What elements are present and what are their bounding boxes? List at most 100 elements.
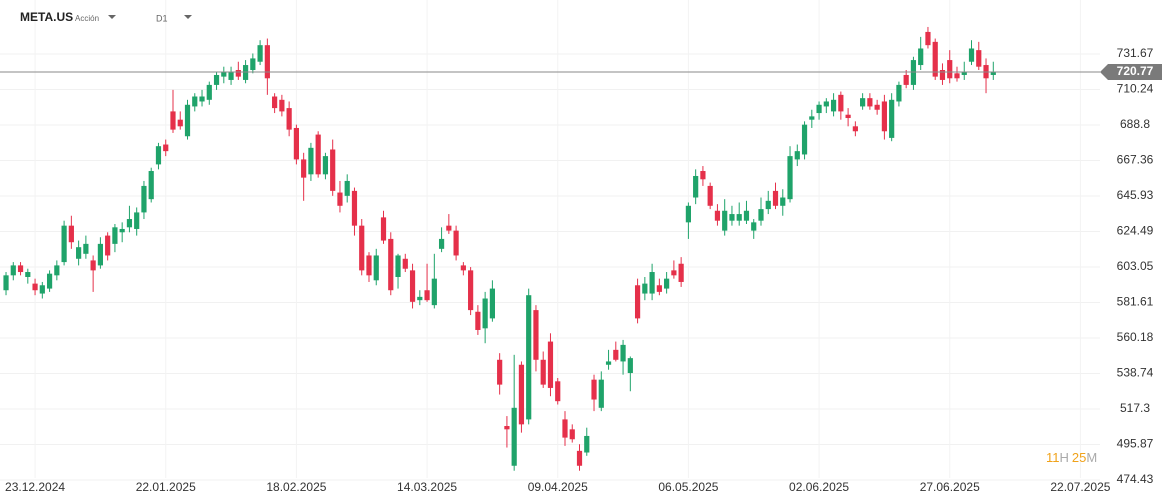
y-tick-label: 474.43 xyxy=(1117,472,1154,486)
candle-body xyxy=(903,74,909,85)
y-tick-label: 538.74 xyxy=(1117,366,1154,380)
y-tick-label: 645.93 xyxy=(1117,188,1154,202)
candle-body xyxy=(896,84,902,102)
candle-body xyxy=(126,219,133,228)
candle-body xyxy=(627,358,633,374)
candle-body xyxy=(460,265,466,271)
symbol[interactable]: META.US xyxy=(20,10,73,24)
candle-body xyxy=(380,217,387,241)
candle-body xyxy=(547,341,554,388)
candle-body xyxy=(990,71,996,75)
countdown-unit: M xyxy=(1086,450,1097,465)
candle-body xyxy=(743,210,750,221)
candle-body xyxy=(468,270,474,311)
candle-body xyxy=(315,134,321,175)
candle-body xyxy=(482,298,488,329)
y-tick-label: 560.18 xyxy=(1117,330,1154,344)
last-price-label: 720.77 xyxy=(1117,64,1154,78)
candle-body xyxy=(939,70,946,80)
candle-body xyxy=(918,48,924,66)
candle-body xyxy=(105,235,111,256)
candle-body xyxy=(845,114,851,119)
candle-body xyxy=(685,205,691,223)
candle-body xyxy=(518,364,525,425)
candle-body xyxy=(119,228,125,233)
candle-body xyxy=(359,225,365,271)
candle-body xyxy=(39,285,45,294)
candle-body xyxy=(714,210,721,221)
candle-body xyxy=(852,126,858,132)
candle-body xyxy=(228,71,234,80)
candle-body xyxy=(649,272,655,294)
candle-body xyxy=(642,283,648,294)
y-tick-label: 495.87 xyxy=(1117,437,1154,451)
candle-body xyxy=(533,310,539,360)
candle-body xyxy=(10,265,16,276)
candle-body xyxy=(373,255,379,281)
candle-body xyxy=(395,255,401,277)
candle-body xyxy=(540,359,546,385)
candle-body xyxy=(562,419,568,438)
candle-body xyxy=(322,156,329,175)
x-tick-label: 22.07.2025 xyxy=(1050,480,1110,494)
x-tick-label: 14.03.2025 xyxy=(397,480,457,494)
candle-body xyxy=(3,275,9,291)
candle-body xyxy=(576,450,583,466)
candle-body xyxy=(83,243,89,254)
candle-body xyxy=(417,296,423,301)
candle-body xyxy=(569,429,575,440)
candle-body xyxy=(780,197,786,206)
candle-body xyxy=(112,227,118,244)
x-tick-label: 23.12.2024 xyxy=(5,480,65,494)
candle-body xyxy=(155,146,162,165)
candle-body xyxy=(925,31,931,46)
candle-body xyxy=(787,156,793,200)
candle-body xyxy=(598,379,604,408)
candle-body xyxy=(199,96,205,102)
candle-body xyxy=(264,45,270,79)
countdown-hours: 11 xyxy=(1046,450,1060,465)
candle-body xyxy=(511,407,517,466)
candle-body xyxy=(68,225,74,243)
instrument-type[interactable]: Acción xyxy=(75,14,99,23)
candle-body xyxy=(344,180,350,196)
candle-body xyxy=(293,127,299,160)
y-tick-label: 581.61 xyxy=(1117,295,1154,309)
candle-body xyxy=(497,359,503,385)
candle-body xyxy=(968,48,975,62)
y-tick-label: 667.36 xyxy=(1117,153,1154,167)
candle-body xyxy=(620,344,626,362)
candle-body xyxy=(141,185,147,213)
candle-body xyxy=(409,270,416,302)
candle-body xyxy=(170,111,176,130)
candle-body xyxy=(860,98,866,107)
candle-body xyxy=(700,171,706,180)
candle-body xyxy=(337,192,343,206)
candle-body xyxy=(366,255,372,276)
candle-body xyxy=(838,94,844,112)
candle-body xyxy=(656,285,662,292)
candle-body xyxy=(272,96,278,109)
candle-body xyxy=(46,273,53,289)
timeframe[interactable]: D1 xyxy=(156,13,168,23)
candle-body xyxy=(213,74,220,85)
candle-body xyxy=(823,101,829,107)
candle-body xyxy=(729,214,735,221)
countdown: 11H 25M xyxy=(1046,450,1097,465)
candle-body xyxy=(758,209,764,221)
candle-body xyxy=(605,361,612,365)
candle-body xyxy=(947,60,953,79)
header[interactable]: META.US Acción D1 xyxy=(20,10,192,24)
candle-body xyxy=(388,238,394,291)
dropdown-arrow[interactable] xyxy=(108,15,116,19)
candle-body xyxy=(25,272,31,277)
candle-body xyxy=(97,243,103,266)
dropdown-arrow[interactable] xyxy=(184,15,192,19)
candle-body xyxy=(555,381,561,402)
candle-body xyxy=(235,70,241,77)
candle-body xyxy=(526,295,532,420)
candle-body xyxy=(678,263,684,282)
last-price-tag xyxy=(1100,64,1162,81)
candle-body xyxy=(475,311,481,330)
